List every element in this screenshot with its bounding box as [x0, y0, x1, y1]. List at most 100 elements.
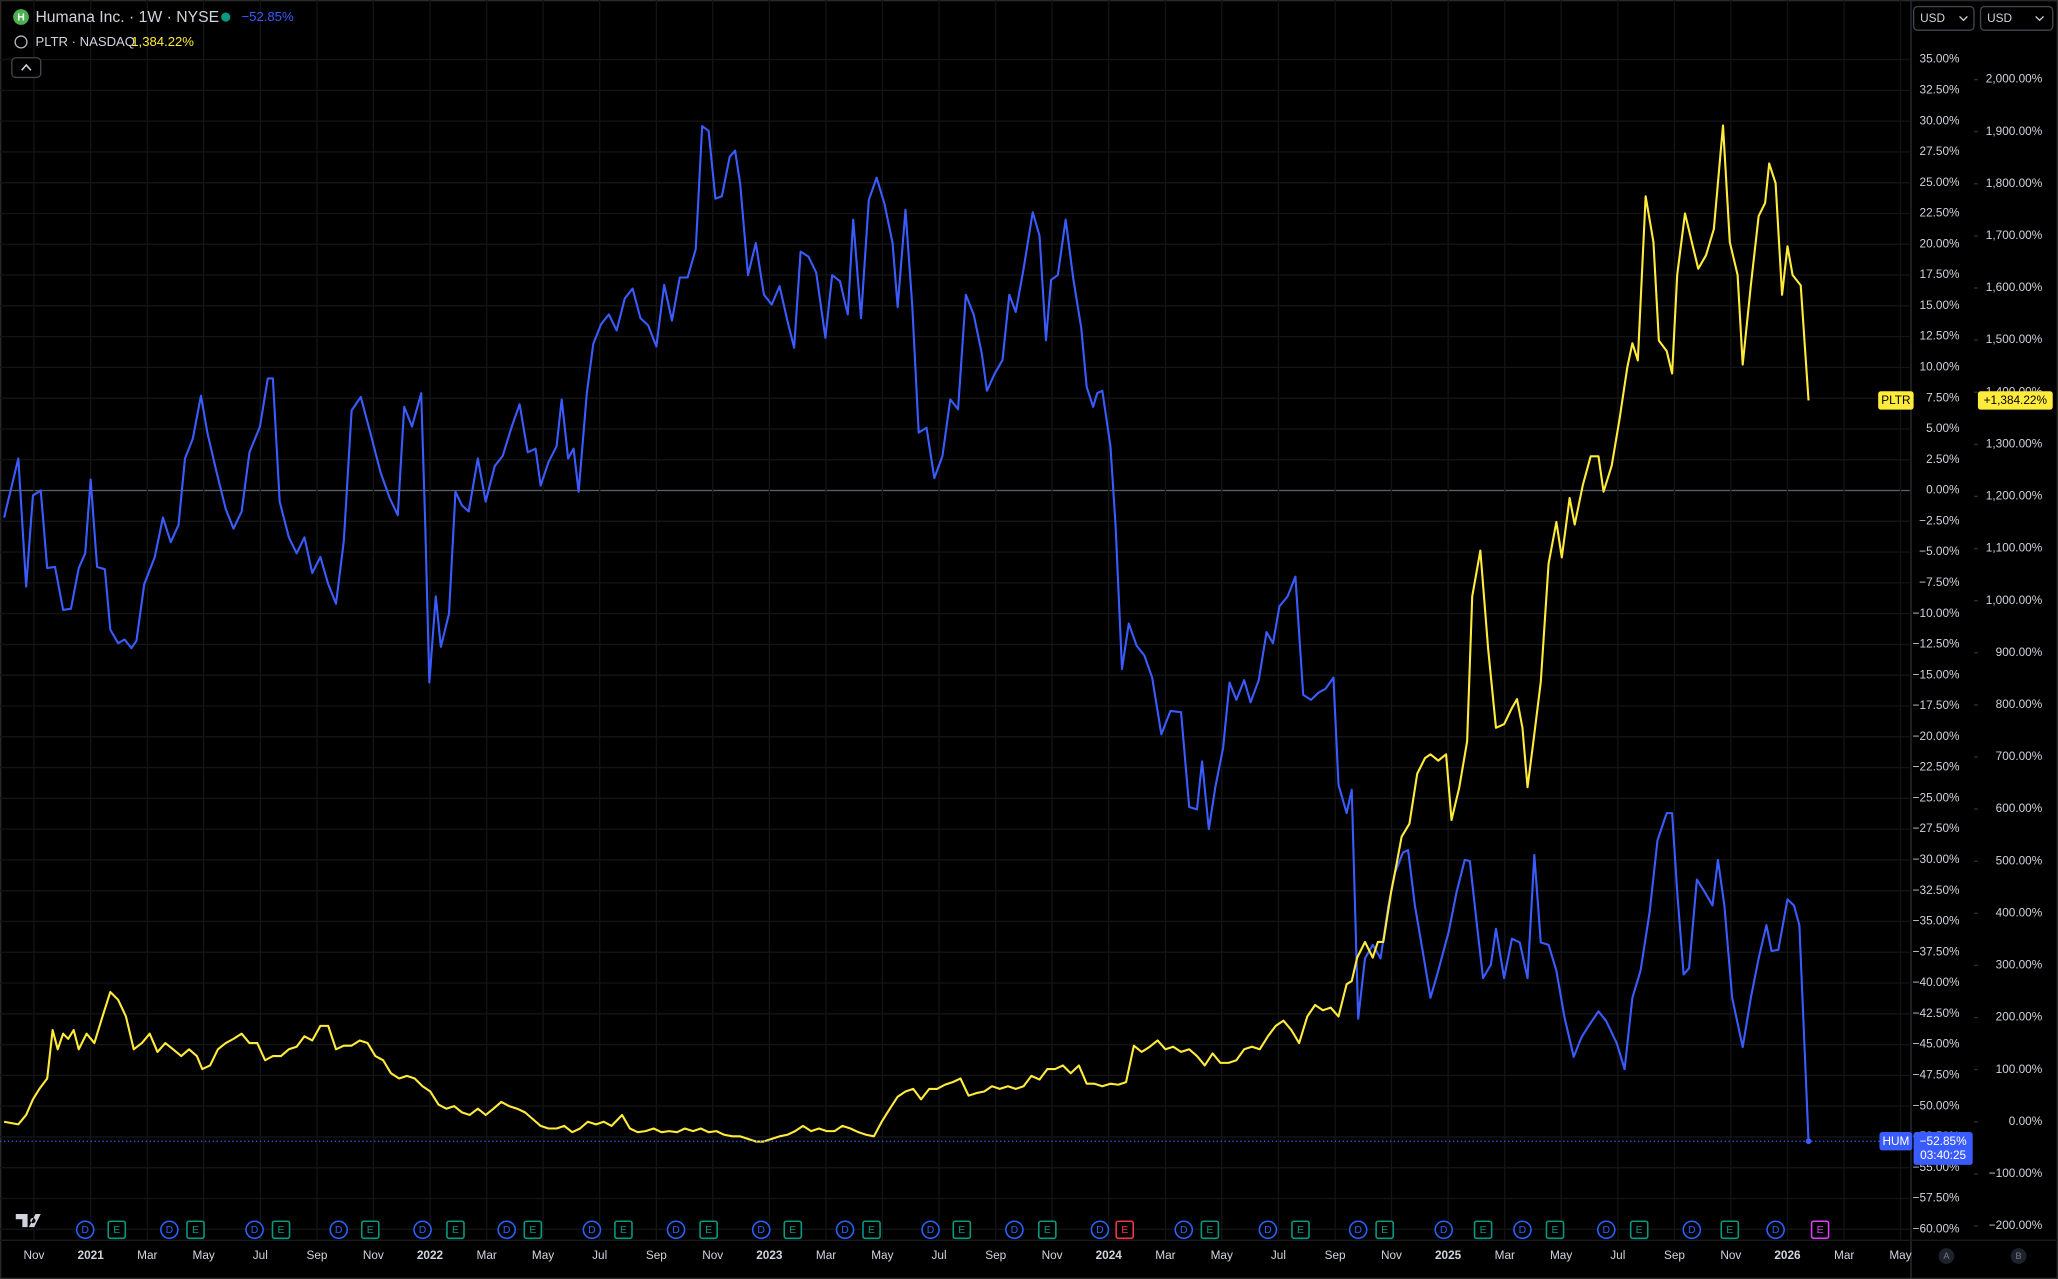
event-label: E	[278, 1225, 285, 1236]
grid	[0, 0, 1910, 1241]
axis-button-label: A	[1943, 1251, 1950, 1261]
event-label: E	[1817, 1225, 1824, 1236]
y-tick-label: 32.50%	[1920, 82, 1961, 96]
countdown: 03:40:25	[1920, 1148, 1966, 1162]
symbol-icon	[14, 35, 28, 49]
y2-tick-label: 1,500.00%	[1986, 332, 2043, 346]
axis-button[interactable]	[2010, 1248, 2027, 1264]
dividend-marker	[160, 1220, 179, 1240]
x-tick-label: 2023	[756, 1248, 783, 1262]
dividend-marker	[1596, 1220, 1616, 1240]
event-label: E	[1636, 1225, 1643, 1236]
earnings-marker	[1115, 1220, 1135, 1240]
y-tick-label: −37.50%	[1913, 944, 1960, 958]
x-tick-label: Nov	[23, 1248, 44, 1262]
y-tick-label: 15.00%	[1920, 298, 1961, 312]
event-label: E	[1726, 1225, 1733, 1236]
y2-tick-label: 2,000.00%	[1986, 72, 2043, 86]
x-tick-label: Nov	[1381, 1248, 1402, 1262]
event-label: D	[1519, 1225, 1527, 1236]
dividend-marker	[329, 1220, 349, 1240]
currency-button[interactable]	[1912, 5, 1975, 31]
y-tick-label: 22.50%	[1920, 206, 1961, 220]
dividend-marker	[751, 1220, 771, 1240]
y-tick-label: −15.00%	[1913, 667, 1960, 681]
event-label: E	[1381, 1225, 1388, 1236]
y2-tick-label: 1,100.00%	[1986, 541, 2043, 555]
x-tick-label: 2026	[1774, 1248, 1801, 1262]
event-label: D	[841, 1225, 849, 1236]
currency-label: USD	[1920, 11, 1945, 25]
y-tick-label: −40.00%	[1913, 975, 1960, 989]
x-tick-label: Mar	[1834, 1248, 1854, 1262]
y-tick-label: −27.50%	[1913, 821, 1960, 835]
y-tick-label: 5.00%	[1926, 421, 1960, 435]
last-point	[1805, 1138, 1812, 1145]
dividend-marker	[245, 1220, 264, 1240]
legend-title[interactable]: Humana Inc. · 1W · NYSE	[35, 9, 219, 26]
currency-controls: USD USD	[1912, 5, 2054, 31]
x-tick-label: Sep	[306, 1248, 327, 1262]
x-tick-label: Jul	[1271, 1248, 1286, 1262]
x-tick-label: Jul	[1610, 1248, 1625, 1262]
value-tag	[1913, 1132, 1973, 1165]
earnings-marker	[360, 1220, 380, 1240]
dividend-marker	[666, 1220, 686, 1240]
y-tick-label: −50.00%	[1913, 1098, 1960, 1112]
event-label: E	[868, 1225, 875, 1236]
y-tick-label: −2.50%	[1919, 513, 1960, 527]
y2-tick-label: −100.00%	[1989, 1166, 2043, 1180]
y2-tick-label: 800.00%	[1996, 697, 2043, 711]
legend-title[interactable]: PLTR · NASDAQ	[35, 34, 135, 49]
y2-tick-label: 900.00%	[1996, 645, 2043, 659]
event-label: D	[1180, 1225, 1188, 1236]
x-tick-label: Mar	[816, 1248, 836, 1262]
x-tick-label: May	[1889, 1248, 1911, 1262]
earnings-marker	[107, 1220, 127, 1240]
earnings-marker	[523, 1220, 543, 1240]
y2-tick-label: 400.00%	[1996, 905, 2043, 919]
event-label: D	[81, 1225, 89, 1236]
event-label: D	[927, 1225, 935, 1236]
earnings-marker	[446, 1220, 465, 1240]
symbol-icon	[13, 9, 29, 25]
y-tick-label: −25.00%	[1913, 790, 1960, 804]
series-line	[3, 124, 1810, 1142]
y2-tick-label: 1,200.00%	[1986, 489, 2043, 503]
dividend-marker	[1513, 1220, 1532, 1240]
y-tick-label: 12.50%	[1920, 329, 1961, 343]
earnings-marker	[614, 1220, 633, 1240]
axis-button-label: B	[2016, 1251, 2022, 1261]
symbol-tag	[1878, 391, 1914, 410]
y-tick-label: −10.00%	[1913, 606, 1960, 620]
dividend-marker	[1005, 1220, 1024, 1240]
currency-button[interactable]	[1979, 5, 2054, 31]
event-label: D	[166, 1225, 174, 1236]
symbol-tag-label: PLTR	[1881, 393, 1910, 407]
y2-tick-label: 500.00%	[1996, 853, 2043, 867]
event-label: D	[335, 1225, 343, 1236]
earnings-marker	[1473, 1220, 1493, 1240]
event-label: E	[113, 1225, 120, 1236]
earnings-marker	[271, 1220, 291, 1240]
symbol-tag-label: HUM	[1882, 1134, 1909, 1148]
y-tick-label: −22.50%	[1913, 760, 1960, 774]
logo[interactable]	[15, 1214, 41, 1228]
event-label: E	[705, 1225, 712, 1236]
axis-button[interactable]	[1938, 1248, 1955, 1264]
earnings-marker	[952, 1220, 972, 1240]
x-tick-label: May	[532, 1248, 554, 1262]
y-tick-label: −42.50%	[1913, 1006, 1960, 1020]
collapse-button[interactable]	[11, 57, 42, 79]
legend-change: 1,384.22%	[131, 34, 194, 49]
event-label: E	[1206, 1225, 1213, 1236]
event-label: D	[1264, 1225, 1272, 1236]
y-tick-label: 0.00%	[1926, 483, 1960, 497]
y-tick-label: 10.00%	[1920, 360, 1961, 374]
event-label: E	[1044, 1225, 1051, 1236]
event-label: D	[1772, 1225, 1780, 1236]
y-tick-label: −7.50%	[1919, 575, 1960, 589]
y-tick-label: −60.00%	[1913, 1221, 1960, 1235]
dividend-marker	[497, 1220, 517, 1240]
